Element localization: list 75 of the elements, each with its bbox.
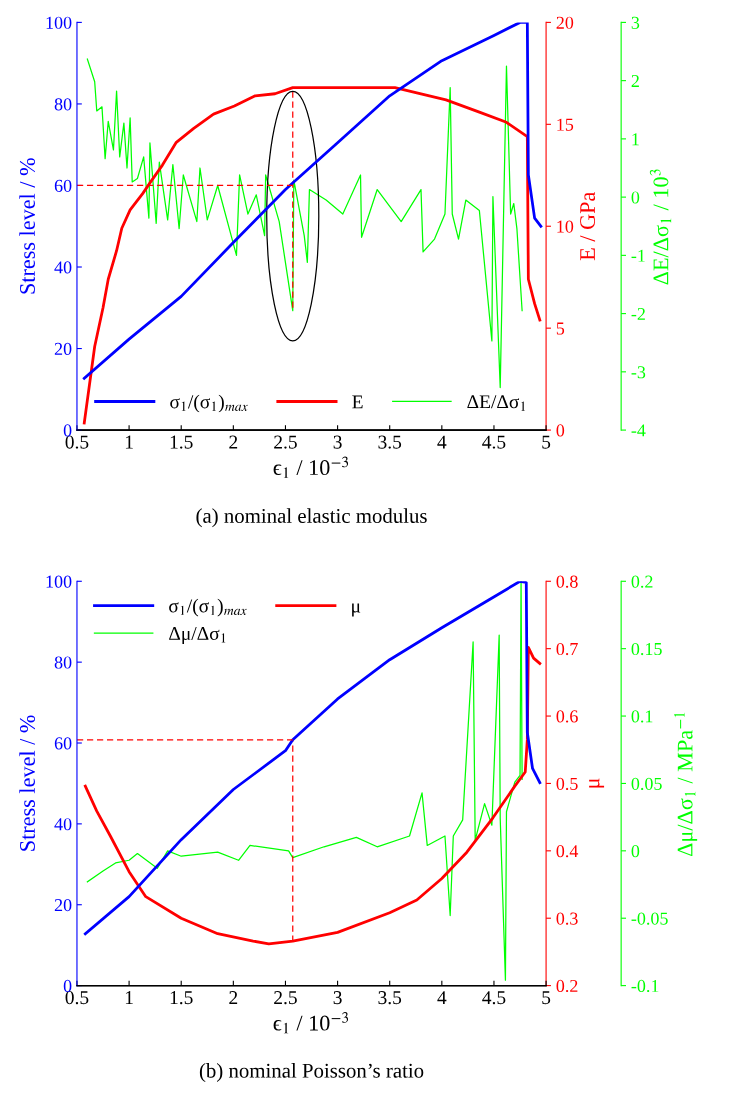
y3-tick-label: -0.1 xyxy=(631,979,659,993)
y3-tick-label: 1 xyxy=(632,133,639,146)
legend-label: σ$_{1}$/(σ$_{1}$)$_{max}$ xyxy=(170,394,248,413)
y3-tick-label: 0 xyxy=(631,191,640,204)
y-tick-label: 80 xyxy=(54,98,72,111)
x-tick-label: 3 xyxy=(333,991,342,1005)
x-tick-label: 1 xyxy=(125,991,133,1004)
x-axis-title: ϵ$_{1}$ / 10$^{−3}$ xyxy=(273,456,349,478)
y2-tick-label: 15 xyxy=(557,118,574,131)
y2-tick-label: 5 xyxy=(556,322,565,335)
y-tick-label: 20 xyxy=(54,342,72,355)
x-tick-label: 1 xyxy=(125,435,133,449)
x-tick-label: 3 xyxy=(333,435,342,449)
y-tick-label: 40 xyxy=(54,261,72,274)
y3-tick-label: 2 xyxy=(631,74,639,87)
y2-tick-label: 0 xyxy=(556,424,565,437)
y2-tick-label: 0.5 xyxy=(556,777,578,790)
y-axis-title: Stress level / % xyxy=(19,715,36,851)
text: (a) nominal elastic modulus xyxy=(196,508,427,528)
legend-label: μ xyxy=(352,603,361,617)
y3-tick-label: 0.1 xyxy=(631,710,653,723)
legend-label: ΔE/Δσ$_{1}$ xyxy=(467,395,526,411)
y-tick-label: 100 xyxy=(46,575,72,588)
y-axis-title: Stress level / % xyxy=(19,158,36,294)
y2-tick-label: 0.8 xyxy=(556,575,578,588)
x-tick-label: 2.5 xyxy=(274,435,297,449)
y3-tick-label: 0 xyxy=(631,845,640,858)
x-tick-label: 2.5 xyxy=(274,991,297,1005)
legend-label: Δμ/Δσ$_{1}$ xyxy=(169,626,226,644)
y2-tick-label: 0.7 xyxy=(556,642,578,656)
y-tick-label: 60 xyxy=(54,179,72,192)
x-tick-label: 0.5 xyxy=(65,435,89,449)
x-tick-label: 1.5 xyxy=(170,991,193,1005)
y2-axis-title: E / GPa xyxy=(580,191,596,261)
y-tick-label: 20 xyxy=(54,898,72,912)
y3-tick-label: -1 xyxy=(631,249,645,262)
y2-axis-title: μ xyxy=(589,778,605,788)
x-tick-label: 4 xyxy=(437,435,447,449)
y2-tick-label: 20 xyxy=(556,16,574,29)
y-tick-label: 80 xyxy=(54,656,72,669)
y-tick-label: 0 xyxy=(63,979,72,993)
x-tick-label: 5 xyxy=(542,991,551,1005)
x-tick-label: 2 xyxy=(229,991,238,1004)
x-tick-label: 0.5 xyxy=(65,991,89,1005)
y2-tick-label: 0.3 xyxy=(556,912,578,925)
y-tick-label: 0 xyxy=(63,424,72,437)
x-tick-label: 4.5 xyxy=(482,991,506,1005)
y3-tick-label: 0.15 xyxy=(631,642,662,656)
x-tick-label: 5 xyxy=(542,435,551,449)
x-tick-label: 1.5 xyxy=(170,435,193,449)
y-tick-label: 100 xyxy=(46,16,72,29)
y3-tick-label: -3 xyxy=(631,366,646,379)
x-tick-label: 4 xyxy=(437,991,447,1004)
y3-tick-label: -0.05 xyxy=(631,912,668,925)
y3-axis-title: ΔE/Δσ$_{1}$ / 10$^{3}$ xyxy=(649,169,672,285)
y3-axis-title: Δμ/Δσ$_{1}$ / MPa$^{−1}$ xyxy=(674,712,698,857)
y3-tick-label: 3 xyxy=(631,16,640,29)
x-tick-label: 2 xyxy=(229,435,238,449)
x-tick-label: 3.5 xyxy=(378,991,402,1005)
y2-tick-label: 0.6 xyxy=(556,710,578,723)
y2-tick-label: 10 xyxy=(557,220,574,233)
y3-tick-label: -2 xyxy=(631,307,645,320)
x-tick-label: 4.5 xyxy=(482,435,506,449)
y3-tick-label: 0.2 xyxy=(631,575,653,588)
x-tick-label: 3.5 xyxy=(378,435,402,449)
text: (b) nominal Poisson’s ratio xyxy=(199,1063,424,1082)
y2-tick-label: 0.4 xyxy=(556,845,579,858)
y2-tick-label: 0.2 xyxy=(556,979,578,993)
y3-tick-label: -4 xyxy=(631,424,646,437)
y-tick-label: 40 xyxy=(54,818,72,831)
x-axis-title: ϵ$_{1}$ / 10$^{−3}$ xyxy=(273,1012,349,1034)
y-tick-label: 60 xyxy=(54,737,72,750)
legend-label: E xyxy=(352,395,363,409)
legend-label: σ$_{1}$/(σ$_{1}$)$_{max}$ xyxy=(169,598,247,617)
y3-tick-label: 0.05 xyxy=(631,777,662,790)
